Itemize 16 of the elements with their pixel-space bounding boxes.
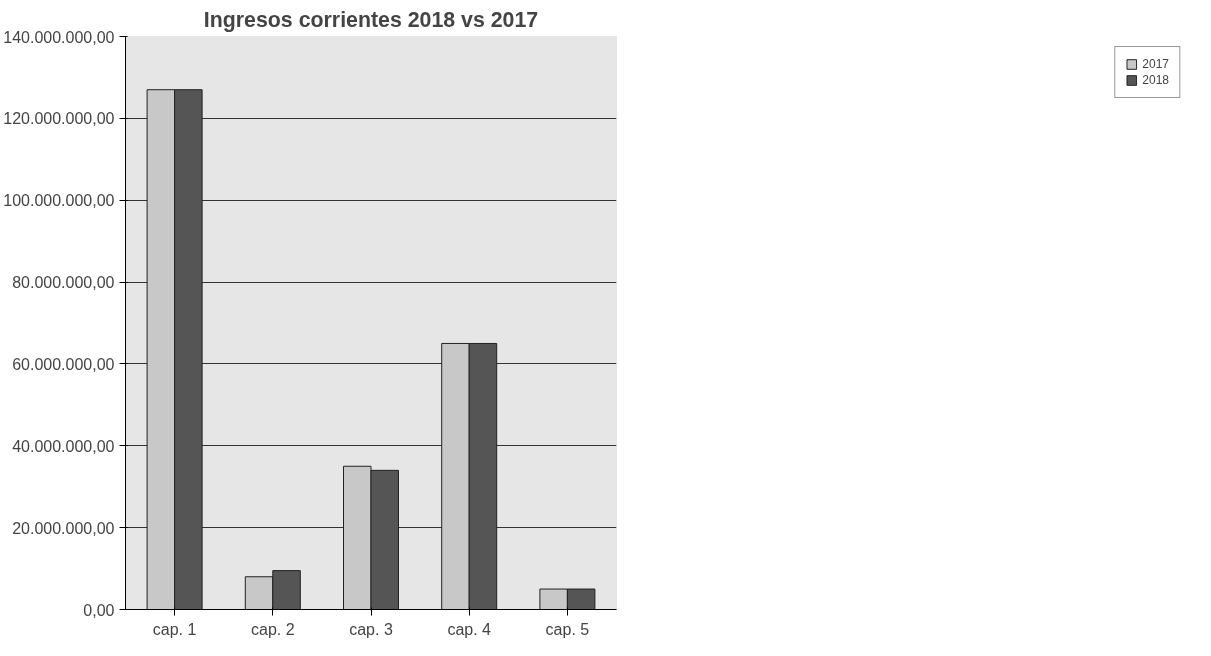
- y-tick-label: 140.000.000,00: [3, 28, 115, 46]
- y-tick-label: 0,00: [83, 601, 115, 619]
- x-tick-label: cap. 4: [447, 620, 492, 638]
- y-tick-label: 100.000.000,00: [3, 192, 115, 210]
- x-tick-label: cap. 3: [349, 620, 393, 638]
- chart-title: Ingresos corrientes 2018 vs 2017: [203, 7, 539, 32]
- y-tick-label: 20.000.000,00: [12, 519, 115, 537]
- legend-label: 2018: [1142, 73, 1169, 87]
- y-tick-label: 80.000.000,00: [12, 274, 115, 292]
- x-tick-label: cap. 1: [152, 620, 197, 638]
- y-tick-label: 40.000.000,00: [12, 437, 115, 455]
- y-tick-label: 60.000.000,00: [12, 355, 115, 373]
- legend-label: 2017: [1142, 57, 1169, 71]
- x-tick-label: cap. 5: [545, 620, 590, 638]
- y-tick-label: 120.000.000,00: [3, 110, 115, 128]
- x-tick-label: cap. 2: [251, 620, 295, 638]
